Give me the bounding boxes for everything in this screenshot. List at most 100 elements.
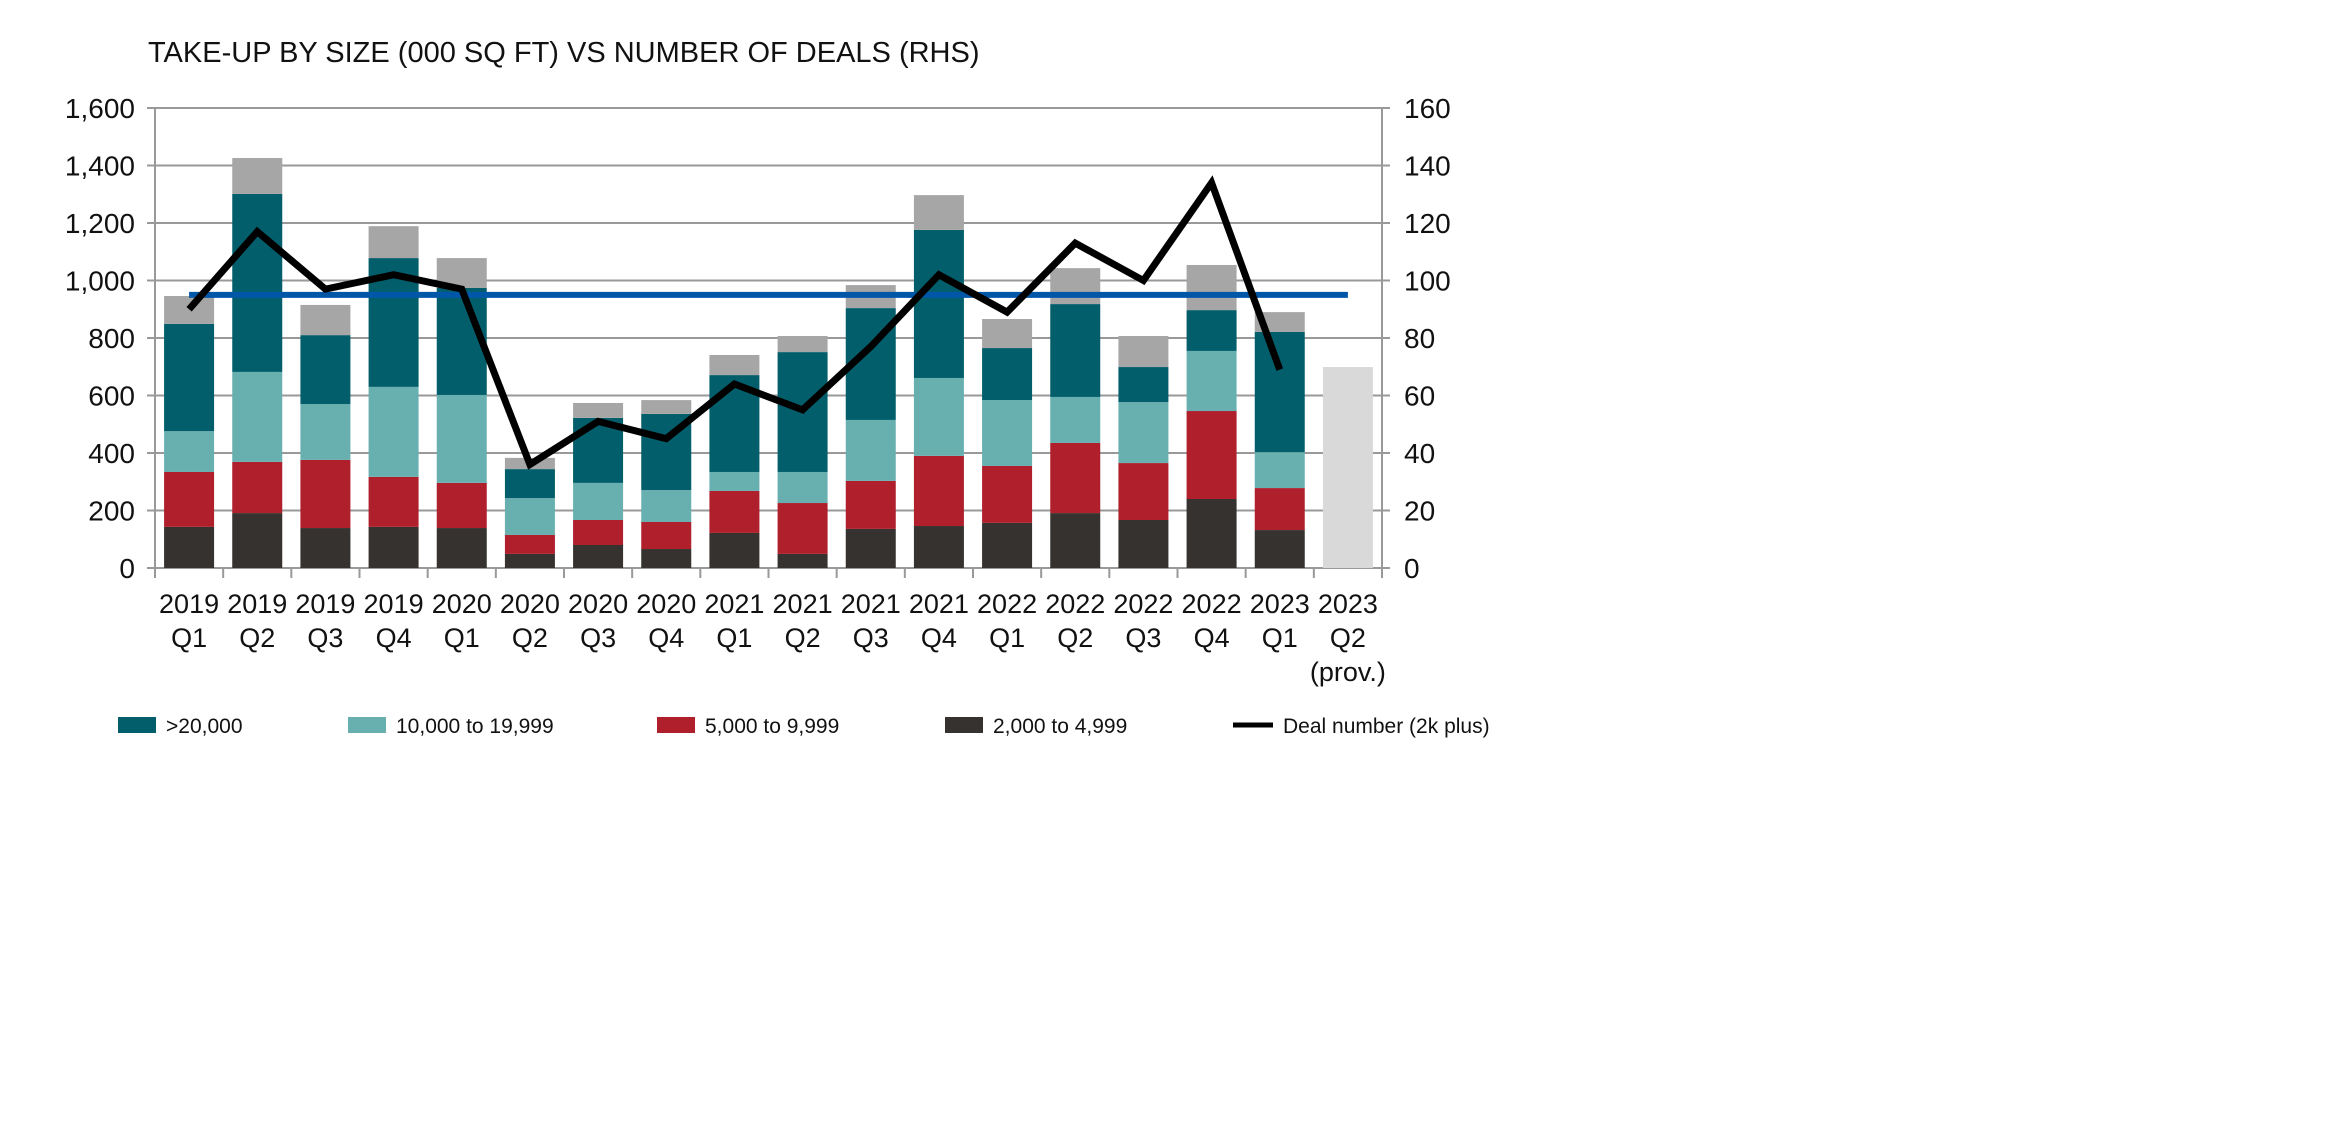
bar-segment	[369, 477, 419, 527]
bar-segment	[1050, 268, 1100, 304]
bar-segment	[300, 335, 350, 404]
bar-segment	[778, 503, 828, 554]
x-tick-label: 2019	[364, 589, 424, 619]
bar-segment	[914, 378, 964, 456]
x-tick-label: 2021	[909, 589, 969, 619]
bar-segment	[982, 348, 1032, 400]
y2-tick-label: 0	[1404, 553, 1420, 584]
legend: >20,000 10,000 to 19,999 5,000 to 9,999 2,0…	[118, 715, 1490, 738]
x-tick-labels: 2019 Q1 2019 Q2 2019 Q3 2019 Q4 2020 Q1 2020 Q2 2020…	[159, 589, 1386, 687]
x-tick-label: Q3	[307, 623, 343, 653]
bar-segment	[846, 529, 896, 568]
x-tick-label: Q3	[1125, 623, 1161, 653]
y2-tick-label: 120	[1404, 208, 1451, 239]
y2-tick-label: 100	[1404, 266, 1451, 297]
x-tick-label: 2023	[1250, 589, 1310, 619]
legend-swatch	[118, 717, 156, 733]
legend-label: 2,000 to 4,999	[993, 715, 1127, 738]
bar-segment	[914, 456, 964, 526]
bar-segment	[369, 226, 419, 258]
x-tick-label: 2019	[295, 589, 355, 619]
bar-segment	[232, 194, 282, 372]
bar-segment	[505, 554, 555, 568]
bar-segment	[709, 491, 759, 533]
bar-segment	[1255, 530, 1305, 568]
bar-segment	[641, 400, 691, 414]
bar-segment	[164, 472, 214, 527]
x-tick-label: 2022	[1182, 589, 1242, 619]
x-tick-label: 2019	[227, 589, 287, 619]
y2-tick-label: 20	[1404, 496, 1435, 527]
x-tick-label: Q2	[512, 623, 548, 653]
bar-segment	[982, 523, 1032, 568]
y2-tick-label: 80	[1404, 323, 1435, 354]
bar-segment	[846, 481, 896, 529]
y2-tick-label: 60	[1404, 381, 1435, 412]
legend-label: >20,000	[166, 715, 243, 738]
y-tick-label: 600	[88, 381, 135, 412]
x-tick-label: 2019	[159, 589, 219, 619]
bar-segment	[1050, 513, 1100, 568]
bar-segment	[1187, 499, 1237, 568]
legend-label: 10,000 to 19,999	[396, 715, 554, 738]
x-tick-label: Q2	[239, 623, 275, 653]
x-tick-label: Q1	[1262, 623, 1298, 653]
bar-segment	[1050, 397, 1100, 443]
bar-segment	[232, 158, 282, 194]
bar-segment	[437, 395, 487, 483]
bar-segment	[300, 404, 350, 460]
y-tick-label: 400	[88, 438, 135, 469]
x-tick-label: 2020	[432, 589, 492, 619]
bar-segment	[437, 483, 487, 528]
bar-segment	[232, 372, 282, 462]
x-tick-label: Q4	[1194, 623, 1230, 653]
bar-segment	[573, 545, 623, 568]
y2-tick-label: 40	[1404, 438, 1435, 469]
x-tick-label: Q2	[1330, 623, 1366, 653]
bar-segment	[982, 466, 1032, 523]
bar-segment	[164, 527, 214, 568]
x-tick-label: Q1	[171, 623, 207, 653]
bar-segment	[505, 469, 555, 498]
bar-segment	[846, 420, 896, 481]
x-tick-label: 2021	[704, 589, 764, 619]
y-tick-label: 1,600	[65, 93, 135, 124]
bar-segment	[573, 483, 623, 520]
x-tick-label: 2020	[500, 589, 560, 619]
bar-segment	[914, 230, 964, 378]
bar-segment	[914, 526, 964, 568]
bar-segment	[709, 355, 759, 375]
bar-segment	[1187, 310, 1237, 351]
x-tick-label: 2023	[1318, 589, 1378, 619]
bar-segment	[1187, 351, 1237, 411]
bar-segment	[1118, 336, 1168, 367]
bar-segment	[437, 528, 487, 568]
bar-segment	[1118, 402, 1168, 463]
y-tick-label: 1,000	[65, 266, 135, 297]
x-tick-label: 2021	[841, 589, 901, 619]
bar-segment	[1255, 332, 1305, 452]
bar-segment	[1187, 411, 1237, 499]
x-tick-label: 2022	[1045, 589, 1105, 619]
x-tick-label: 2020	[568, 589, 628, 619]
bar-segment	[778, 554, 828, 568]
x-tick-label: Q4	[921, 623, 957, 653]
bar-segment	[778, 472, 828, 503]
bar-segment	[369, 527, 419, 568]
bar-segment	[164, 431, 214, 472]
bar-segment	[1118, 367, 1168, 402]
bar-segment	[573, 520, 623, 545]
x-tick-label: Q2	[1057, 623, 1093, 653]
y-tick-label: 1,200	[65, 208, 135, 239]
bar-segment	[914, 195, 964, 230]
bar-segment	[709, 533, 759, 568]
x-tick-label: 2022	[977, 589, 1037, 619]
bar-segment	[232, 513, 282, 568]
legend-label: 5,000 to 9,999	[705, 715, 839, 738]
bar-segment	[300, 528, 350, 568]
x-tick-label: Q1	[989, 623, 1025, 653]
chart-title: TAKE-UP BY SIZE (000 SQ FT) VS NUMBER OF…	[148, 37, 980, 69]
y2-tick-label: 140	[1404, 151, 1451, 182]
bar-segment	[1050, 304, 1100, 397]
bar-segment	[982, 400, 1032, 466]
